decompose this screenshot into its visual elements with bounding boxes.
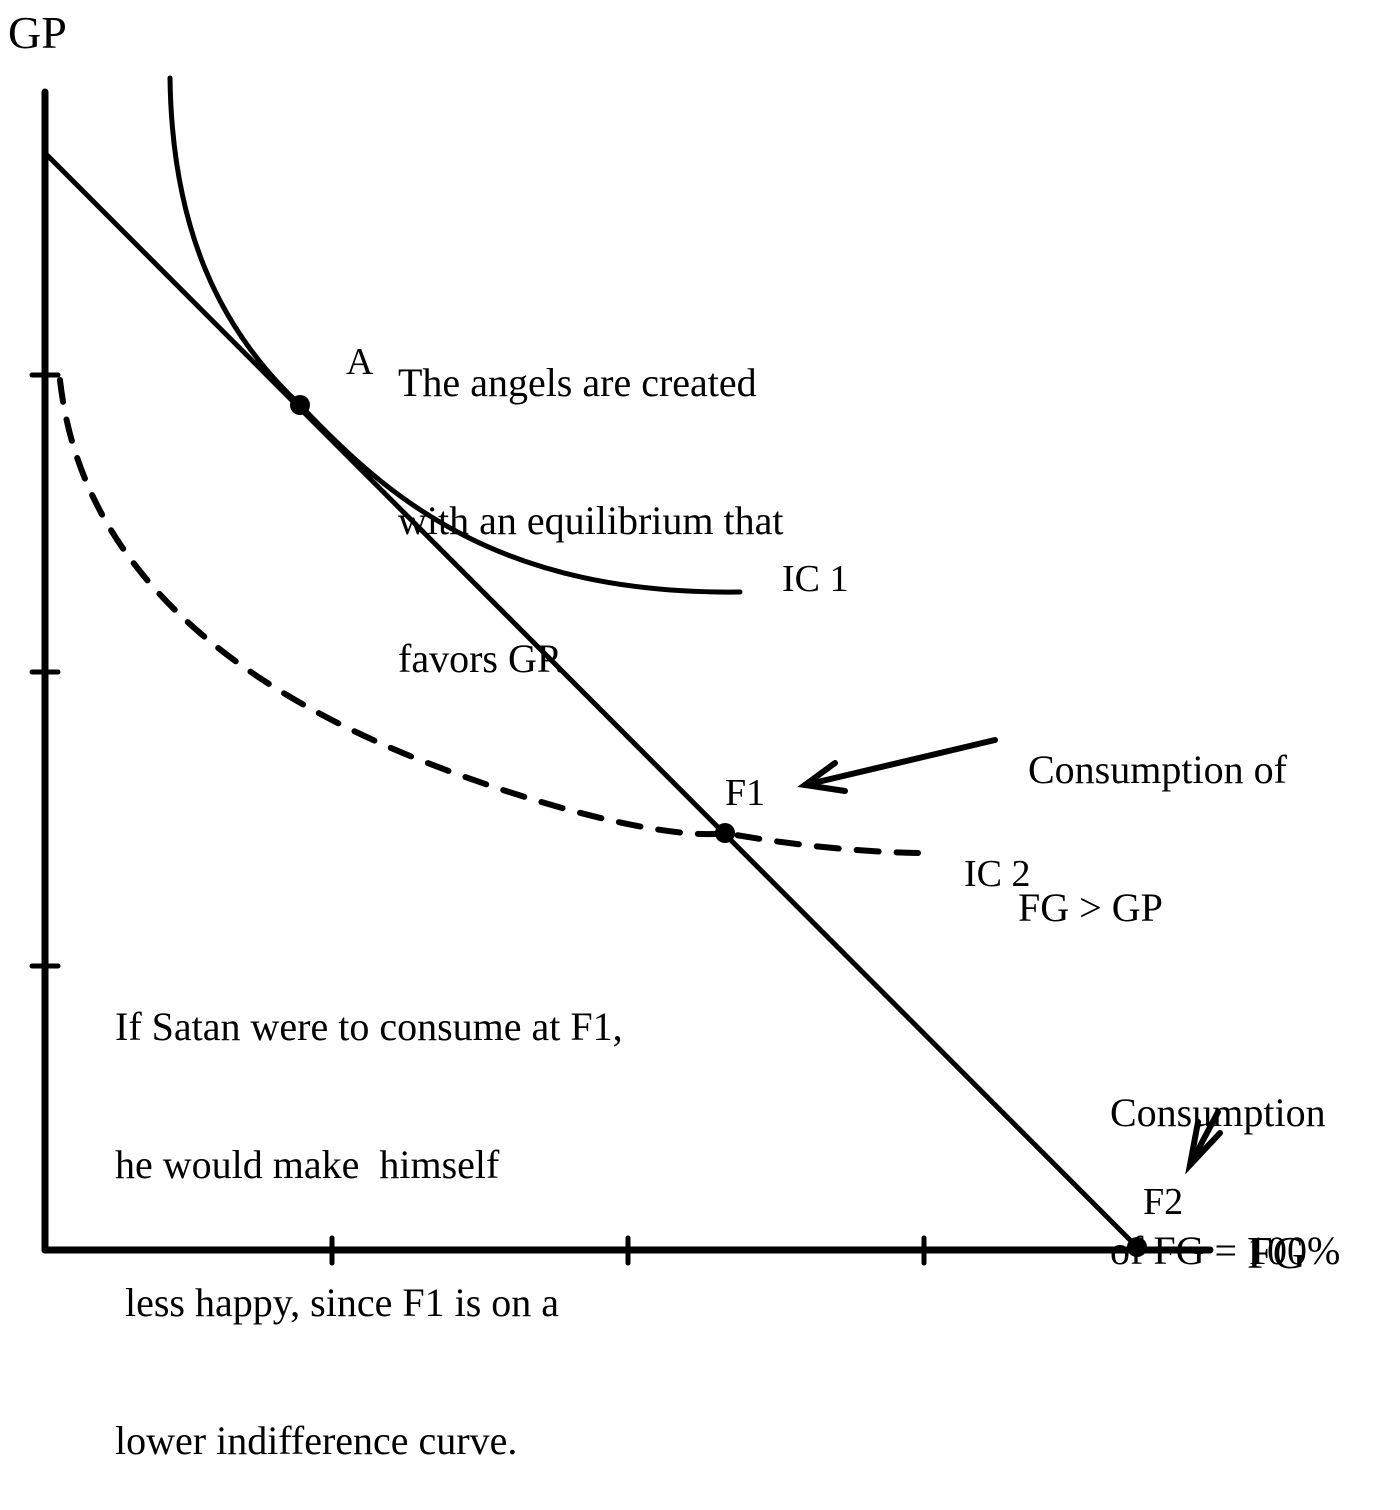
arrow-to-f2-icon <box>1185 1109 1223 1175</box>
ic1-label: IC 1 <box>782 558 849 600</box>
ic2-label: IC 2 <box>964 853 1031 895</box>
point-a-marker <box>290 395 310 415</box>
x-axis-ticks <box>329 1235 927 1266</box>
fg-100-note: Consumption of FG = 100% <box>1110 1090 1341 1273</box>
point-f2-label: F2 <box>1143 1181 1184 1223</box>
budget-line <box>45 153 1139 1249</box>
point-a-label: A <box>346 341 374 383</box>
fg-gt-gp-note: Consumption of FG > GP <box>1018 747 1287 930</box>
point-f1-marker <box>715 823 735 843</box>
ic2-curve <box>57 377 921 856</box>
y-axis-ticks <box>29 372 61 969</box>
diagram-canvas <box>29 75 1223 1266</box>
point-f2-marker <box>1127 1237 1147 1257</box>
arrow-to-f1-icon <box>797 737 998 794</box>
satan-note: If Satan were to consume at F1, he would… <box>115 1004 623 1463</box>
angels-note: The angels are created with an equilibri… <box>398 360 784 681</box>
x-axis-label: FG <box>1247 1227 1306 1278</box>
point-f1-label: F1 <box>725 772 766 814</box>
y-axis-label: GP <box>8 7 67 58</box>
